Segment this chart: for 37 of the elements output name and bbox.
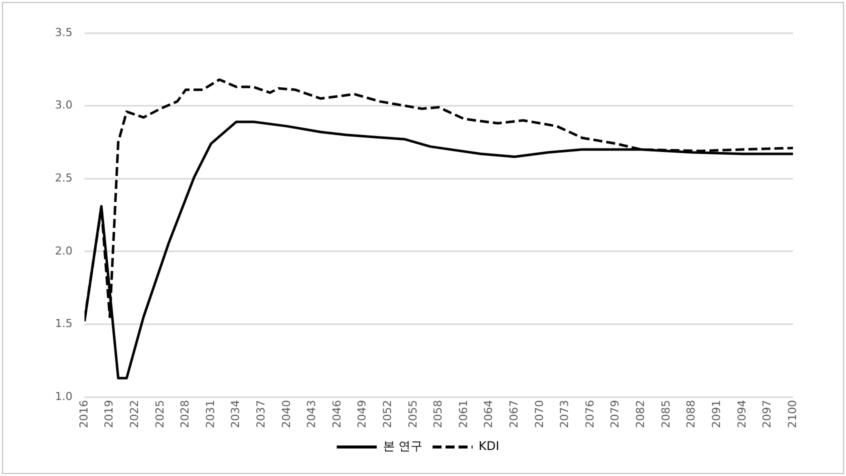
x-tick-label: 2067 bbox=[508, 400, 521, 428]
x-tick-label: 2100 bbox=[786, 400, 799, 428]
x-tick-label: 2040 bbox=[280, 400, 293, 428]
x-tick-label: 2016 bbox=[77, 400, 90, 428]
x-tick-label: 2019 bbox=[102, 400, 116, 428]
x-tick-label: 2061 bbox=[456, 400, 470, 428]
x-tick-label: 2052 bbox=[381, 400, 394, 428]
legend-label: KDI bbox=[478, 439, 500, 454]
x-tick-label: 2025 bbox=[153, 400, 166, 428]
y-tick-label: 1.0 bbox=[54, 390, 72, 403]
y-tick-label: 3.5 bbox=[54, 26, 72, 39]
y-tick-label: 1.5 bbox=[54, 317, 72, 330]
y-tick-label: 3.0 bbox=[54, 98, 72, 112]
x-tick-label: 2043 bbox=[305, 400, 318, 428]
x-tick-label: 2085 bbox=[659, 400, 672, 428]
x-tick-label: 2049 bbox=[356, 400, 369, 428]
x-tick-label: 2022 bbox=[128, 400, 141, 428]
x-tick-label: 2097 bbox=[760, 400, 774, 428]
x-tick-label: 2031 bbox=[204, 400, 217, 428]
x-tick-label: 2073 bbox=[558, 400, 572, 428]
x-tick-label: 2091 bbox=[710, 400, 723, 428]
legend-label: 본 연구 bbox=[382, 439, 423, 454]
x-tick-label: 2082 bbox=[634, 400, 648, 428]
y-tick-label: 2.0 bbox=[54, 244, 72, 258]
x-tick-label: 2037 bbox=[254, 400, 268, 428]
x-tick-label: 2058 bbox=[432, 400, 445, 428]
y-tick-label: 2.5 bbox=[54, 171, 72, 184]
x-tick-label: 2094 bbox=[735, 400, 748, 428]
x-tick-label: 2070 bbox=[532, 400, 546, 428]
x-tick-label: 2046 bbox=[330, 400, 344, 428]
x-tick-label: 2064 bbox=[482, 400, 496, 428]
x-tick-label: 2028 bbox=[178, 400, 192, 428]
x-tick-label: 2034 bbox=[229, 400, 242, 428]
x-tick-label: 2076 bbox=[583, 400, 596, 428]
x-tick-label: 2079 bbox=[608, 400, 622, 428]
x-tick-label: 2088 bbox=[684, 400, 698, 428]
x-tick-label: 2055 bbox=[406, 400, 420, 428]
